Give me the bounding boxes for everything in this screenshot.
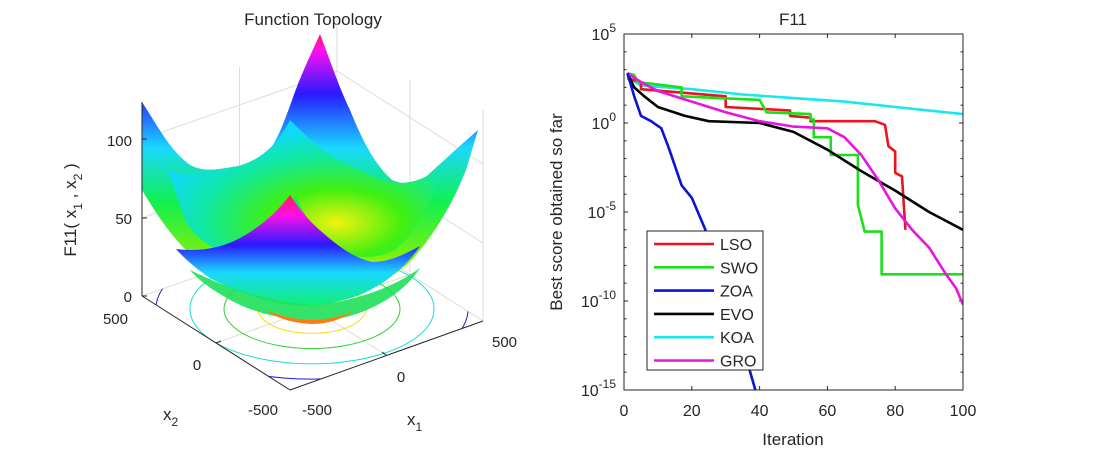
y-tick-base: 10 — [592, 116, 610, 133]
y-tick-exponent: -15 — [599, 377, 617, 391]
y-tick-label: 10-15 — [581, 377, 616, 400]
z-axis-label-part: F11( x — [61, 209, 80, 256]
series-line-swo — [627, 71, 963, 276]
x-tick-label: 40 — [751, 403, 769, 420]
surface-mesh — [142, 34, 478, 324]
x-tick-label: 60 — [819, 403, 837, 420]
x1-tick-label: 500 — [492, 334, 517, 351]
plot-frame — [623, 33, 964, 391]
z-tick-label: 0 — [124, 289, 132, 306]
legend-label: GRO — [720, 354, 756, 371]
legend-label: ZOA — [720, 284, 753, 301]
y-tick-label: 105 — [592, 21, 617, 44]
y-tick-exponent: 5 — [609, 21, 616, 35]
y-tick-label: 10-10 — [581, 288, 616, 311]
legend-label: EVO — [720, 307, 754, 324]
y-tick-exponent: -10 — [599, 288, 617, 302]
y-axis-label: Best score obtained so far — [547, 113, 566, 311]
surface-axes — [141, 102, 484, 391]
x2-axis-label-sub: 2 — [172, 415, 179, 429]
x2-tick-label: -500 — [248, 402, 278, 419]
surface-plot-panel: Function Topology — [61, 10, 517, 434]
legend-label: LSO — [720, 237, 752, 254]
surface-inner-bowl — [168, 120, 440, 258]
x2-axis-label: x2 — [163, 405, 179, 429]
z-tick-label: 100 — [107, 133, 132, 150]
z-axis-label-sub: 1 — [71, 203, 85, 210]
legend-box — [646, 230, 764, 371]
surface-front-peak — [176, 195, 420, 306]
x-axis-label: Iteration — [762, 430, 823, 449]
y-tick-base: 10 — [588, 205, 606, 222]
z-axis-label-part: , x — [61, 180, 80, 203]
x-tick-labels: 0 20 40 60 80 100 — [620, 403, 977, 420]
x2-tick-label: 500 — [103, 311, 128, 328]
surface-title: Function Topology — [244, 10, 382, 29]
series-line-evo — [626, 72, 963, 231]
legend: LSO SWO ZOA EVO KOA GRO — [646, 230, 764, 371]
y-tick-exponent: -5 — [605, 199, 616, 213]
z-axis-label: F11( x1 , x2 ) — [61, 163, 85, 256]
convergence-title: F11 — [779, 10, 807, 29]
x2-axis-label-main: x — [163, 405, 172, 424]
x-tick-label: 20 — [683, 403, 701, 420]
y-tick-base: 10 — [581, 383, 599, 400]
z-tick-label: 50 — [115, 211, 132, 228]
x1-tick-label: -500 — [302, 402, 332, 419]
x2-tick-label: 0 — [193, 357, 201, 374]
x1-axis-label-main: x — [407, 410, 416, 429]
legend-label: KOA — [720, 330, 754, 347]
y-tick-exponent: 0 — [609, 110, 616, 124]
x-tick-label: 80 — [886, 403, 904, 420]
x1-axis-label: x1 — [407, 410, 423, 434]
x1-axis-label-sub: 1 — [416, 420, 423, 434]
y-tick-label: 100 — [592, 110, 617, 133]
y-tick-label: 10-5 — [588, 199, 617, 222]
legend-label: SWO — [720, 260, 758, 277]
z-axis-label-sub: 2 — [71, 173, 85, 180]
series-line-gro — [626, 72, 963, 306]
x-tick-label: 0 — [620, 403, 629, 420]
y-tick-base: 10 — [581, 294, 599, 311]
z-axis-label-part: ) — [61, 163, 80, 173]
surface-bottom — [190, 268, 420, 321]
surface-bottom-tip — [266, 308, 358, 324]
y-tick-base: 10 — [592, 27, 610, 44]
x-tick-label: 100 — [950, 403, 977, 420]
x1-tick-label: 0 — [397, 369, 405, 386]
